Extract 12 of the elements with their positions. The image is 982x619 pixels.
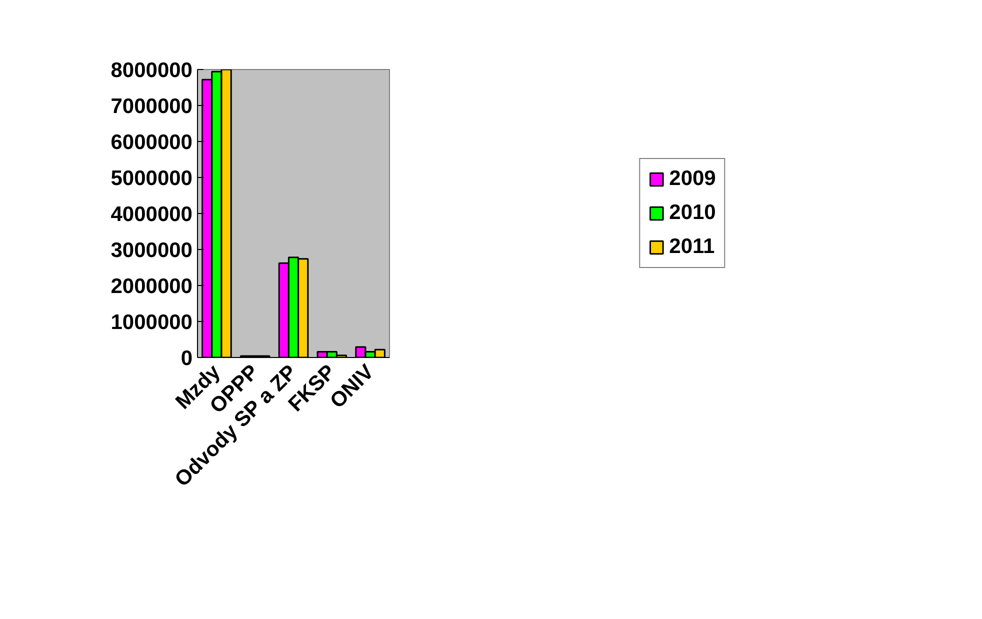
y-tick-label: 0 — [180, 347, 193, 370]
y-tick-label: 7000000 — [110, 95, 193, 118]
y-tick-label: 1000000 — [110, 311, 193, 334]
legend-label: 2011 — [669, 235, 715, 259]
y-tick-label: 6000000 — [110, 131, 193, 154]
y-tick-label: 4000000 — [110, 203, 193, 226]
y-tick-label: 8000000 — [110, 59, 193, 82]
y-tick-label: 5000000 — [110, 167, 193, 190]
y-tick-label: 3000000 — [110, 239, 193, 262]
y-tick-label: 2000000 — [110, 275, 193, 298]
legend-label: 2010 — [669, 201, 716, 225]
legend-label: 2009 — [669, 167, 716, 191]
